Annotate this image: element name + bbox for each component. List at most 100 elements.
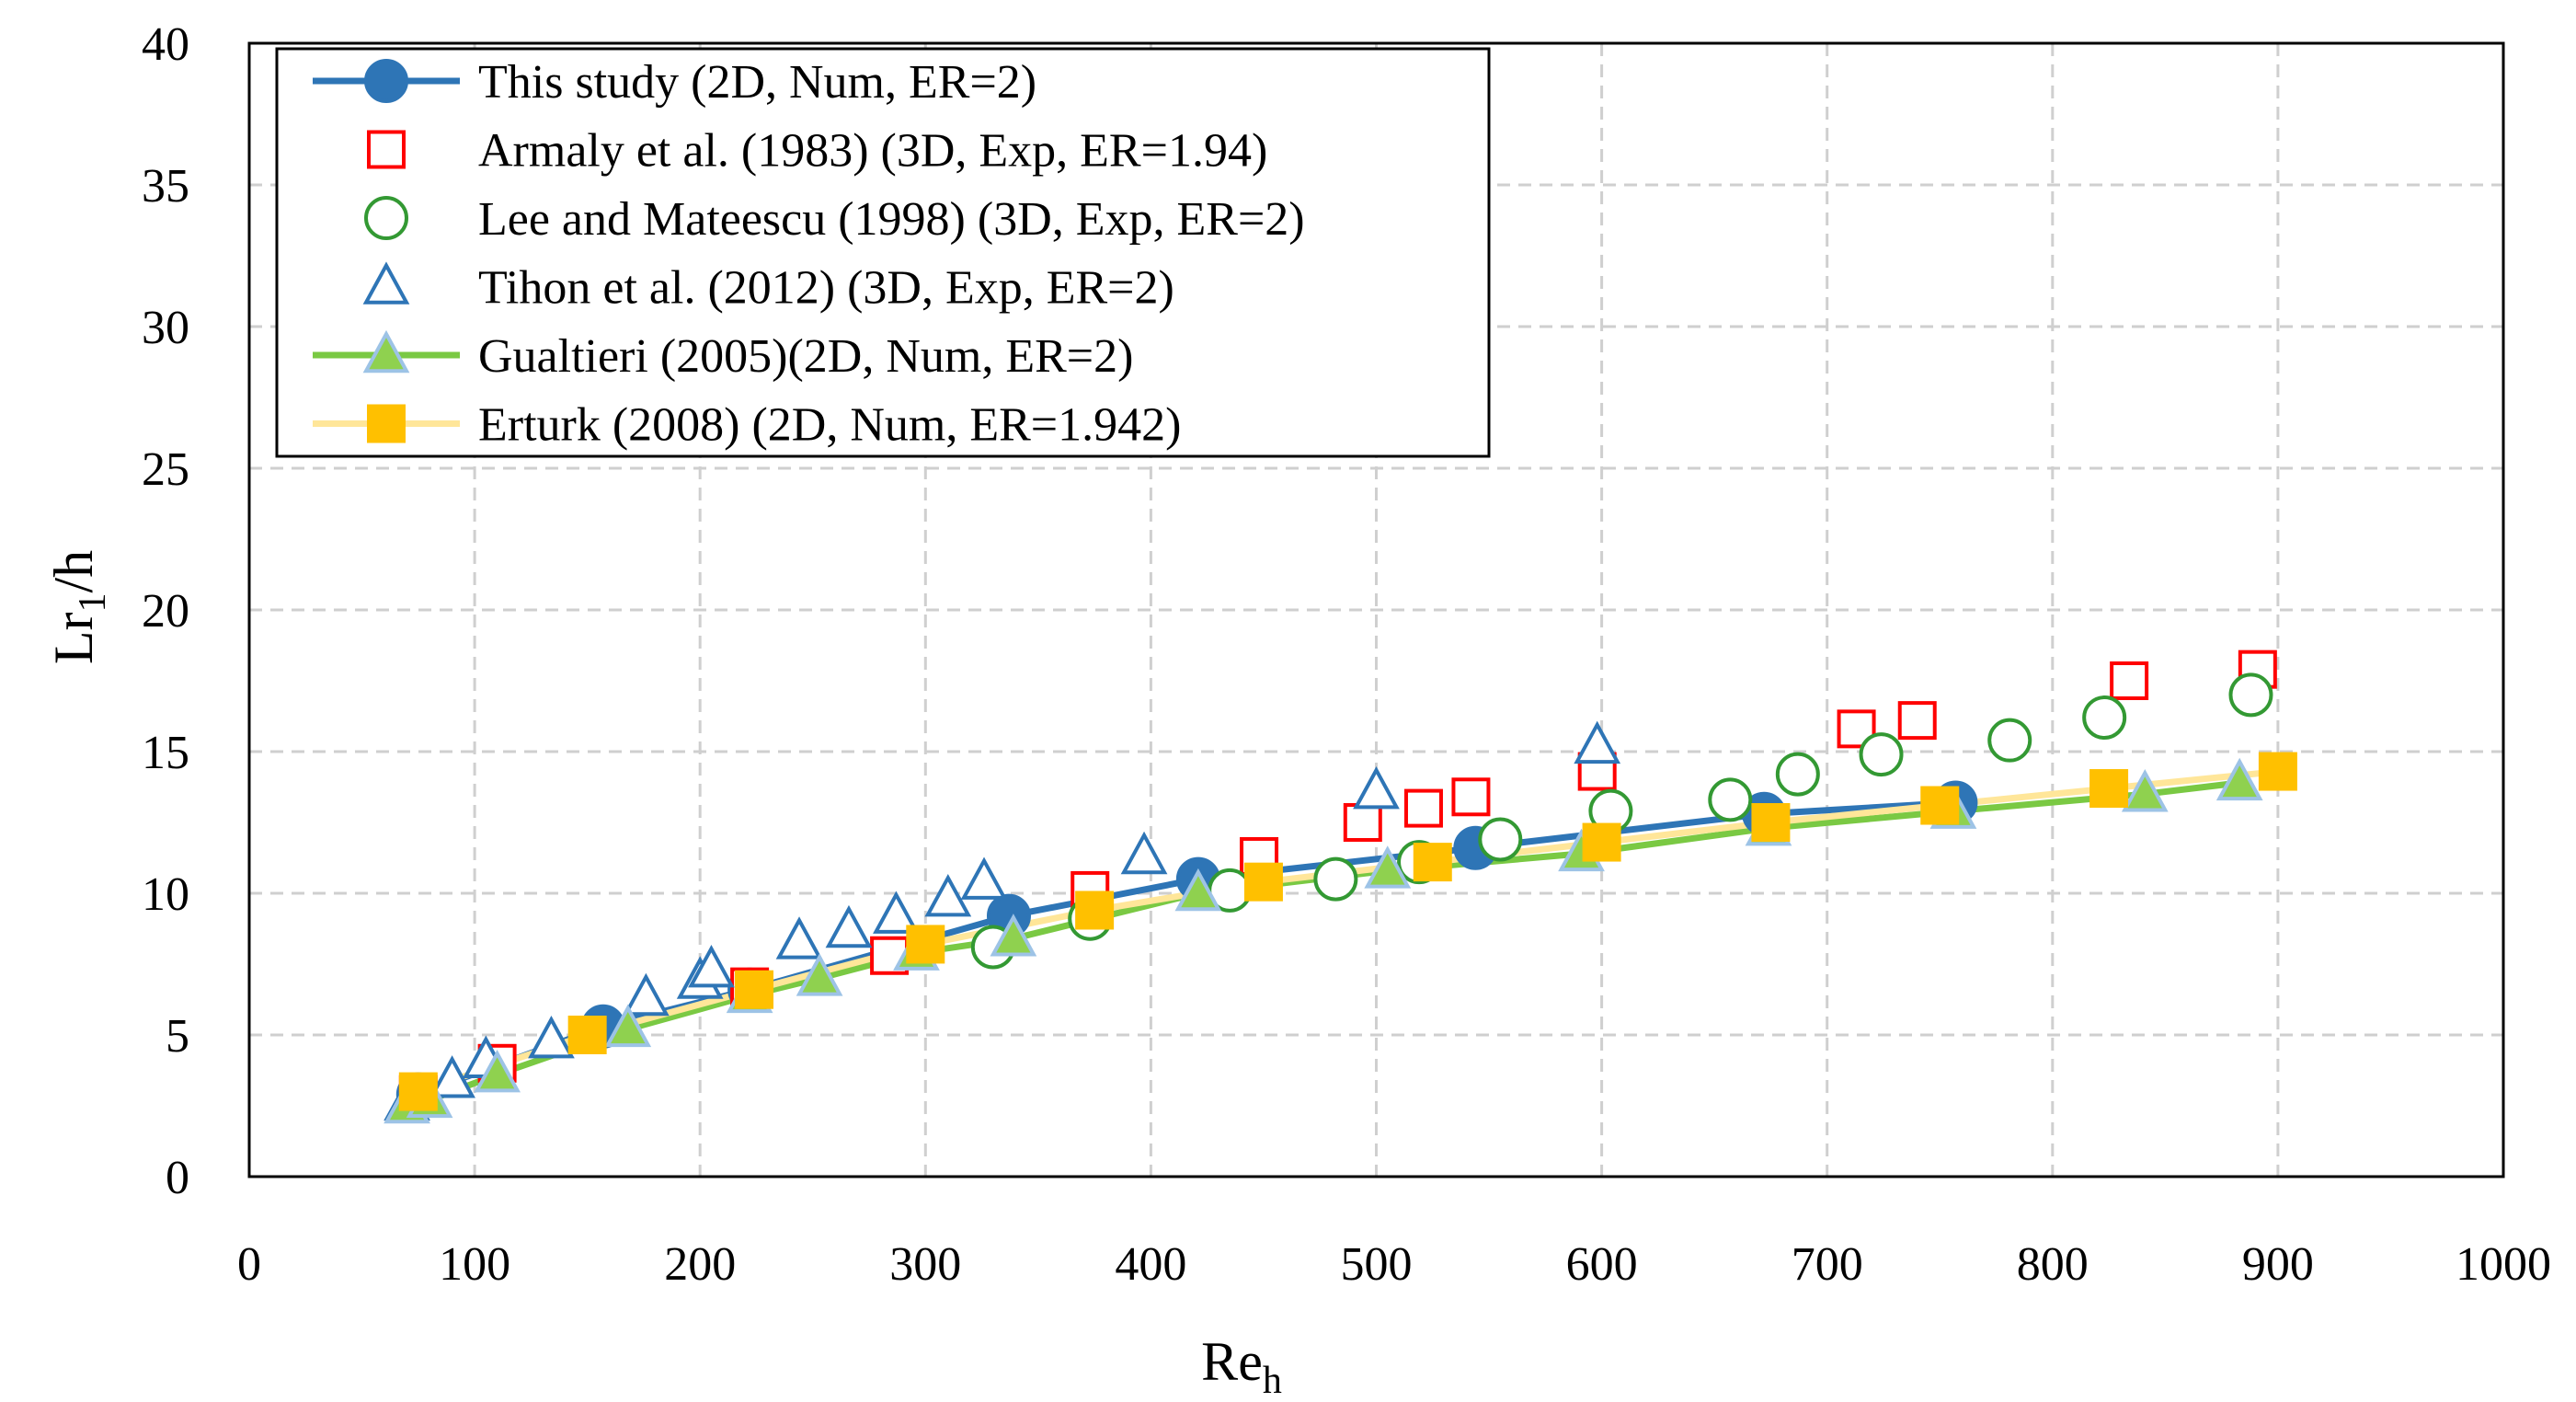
legend: This study (2D, Num, ER=2) Armaly et al. …: [275, 47, 1491, 458]
y-tick-label: 10: [142, 868, 189, 921]
y-tick-label: 0: [166, 1152, 189, 1204]
x-tick-label: 700: [1792, 1238, 1863, 1291]
series-3-point: [623, 972, 670, 1017]
series-5-point: [735, 970, 774, 1009]
series-5-point: [2258, 752, 2297, 791]
series-5-point: [398, 1072, 438, 1111]
x-tick-label: 1000: [2456, 1238, 2551, 1291]
y-tick-label: 5: [166, 1010, 189, 1063]
series-5-point: [906, 925, 945, 964]
legend-label-3: Tihon et al. (2012) (3D, Exp, ER=2): [478, 262, 1174, 315]
series-3-point: [825, 904, 873, 948]
series-1-point: [1451, 777, 1491, 817]
legend-marker-4: [362, 329, 410, 373]
series-3-point: [1574, 720, 1621, 764]
series-3-point: [429, 1055, 475, 1098]
plot-area-border: [247, 41, 2505, 1178]
series-2-point: [1313, 856, 1358, 902]
x-tick-label: 0: [237, 1238, 261, 1291]
series-4-line: [404, 779, 2243, 1109]
series-2-point: [1708, 777, 1753, 822]
legend-label-1: Armaly et al. (1983) (3D, Exp, ER=1.94): [478, 125, 1267, 178]
legend-entry-0: This study (2D, Num, ER=2): [313, 56, 1036, 109]
legend-marker-1: [367, 130, 406, 169]
series-5-point: [1413, 843, 1452, 882]
x-tick-label: 200: [664, 1238, 736, 1291]
series-5-point: [1751, 803, 1791, 842]
series-1-point: [1897, 701, 1937, 741]
legend-marker-3: [362, 261, 410, 305]
series-3-point: [688, 944, 735, 988]
series-5-points: [398, 752, 2297, 1111]
legend-label-2: Lee and Mateescu (1998) (3D, Exp, ER=2): [478, 193, 1305, 246]
series-2-point: [1775, 752, 1820, 797]
series-3-point: [1120, 831, 1168, 875]
series-4-point: [2215, 757, 2263, 801]
y-tick-label: 25: [142, 443, 189, 496]
x-tick-label: 500: [1341, 1238, 1413, 1291]
legend-entry-5: Erturk (2008) (2D, Num, ER=1.942): [313, 399, 1181, 452]
series-2-point: [2082, 695, 2127, 741]
series-4-point: [474, 1049, 521, 1093]
x-axis-ticks: 0 100 200 300 400 500 600 700 800 900 1000: [237, 1238, 2551, 1291]
series-points: [384, 649, 2297, 1124]
x-tick-label: 800: [2017, 1238, 2089, 1291]
legend-label-5: Erturk (2008) (2D, Num, ER=1.942): [478, 399, 1181, 452]
y-axis-ticks: 0 5 10 15 20 25 30 35 40: [142, 18, 189, 1204]
series-5-point: [1243, 862, 1283, 902]
series-0-line: [415, 799, 1959, 1098]
series-5-point: [2089, 769, 2129, 809]
series-1-point: [2110, 661, 2149, 700]
series-4-point: [1174, 868, 1222, 912]
series-4-points: [384, 757, 2263, 1124]
legend-entry-2: Lee and Mateescu (1998) (3D, Exp, ER=2): [364, 193, 1305, 246]
y-axis-title-sub: 1: [72, 593, 114, 613]
series-4-point: [796, 953, 843, 996]
legend-label-4: Gualtieri (2005)(2D, Num, ER=2): [478, 330, 1133, 383]
legend-marker-5: [367, 404, 406, 443]
legend-label-0: This study (2D, Num, ER=2): [478, 56, 1036, 109]
y-tick-label: 40: [142, 18, 189, 71]
series-2-point: [1987, 718, 2032, 763]
series-4-point: [990, 914, 1037, 957]
series-3-point: [873, 891, 920, 934]
x-axis-title-main: Re: [1201, 1331, 1263, 1392]
y-axis-title-main: Lr: [43, 613, 104, 665]
series-4-point: [1364, 845, 1412, 889]
series-3-point: [775, 916, 823, 960]
series-3-point: [1353, 765, 1400, 810]
y-tick-label: 30: [142, 302, 189, 354]
x-tick-label: 100: [439, 1238, 510, 1291]
series-3-point: [960, 856, 1008, 900]
y-axis-title-suffix: /h: [43, 550, 104, 593]
series-5-point: [1582, 822, 1621, 862]
series-2-point: [1478, 817, 1523, 862]
series-2-point: [2228, 672, 2273, 718]
legend-entry-4: Gualtieri (2005)(2D, Num, ER=2): [313, 329, 1133, 383]
x-tick-label: 300: [889, 1238, 961, 1291]
y-tick-label: 35: [142, 160, 189, 213]
x-axis-title: Reh: [1201, 1331, 1282, 1402]
series-2-point: [1859, 732, 1904, 777]
series-2-points: [970, 672, 2273, 970]
legend-marker-2: [364, 196, 408, 240]
series-3-point: [528, 1015, 575, 1059]
y-tick-label: 20: [142, 585, 189, 638]
legend-entry-1: Armaly et al. (1983) (3D, Exp, ER=1.94): [367, 125, 1267, 178]
series-lines: [404, 768, 2282, 1109]
y-tick-label: 15: [142, 727, 189, 779]
series-5-point: [1920, 786, 1960, 825]
series-4-point: [2121, 769, 2169, 812]
legend-marker-0: [364, 59, 408, 103]
series-1-point: [1343, 803, 1382, 842]
y-axis-title: Lr1/h: [43, 550, 114, 664]
series-5-point: [1075, 891, 1115, 930]
series-5-point: [567, 1016, 607, 1054]
x-tick-label: 600: [1566, 1238, 1638, 1291]
series-1-point: [1403, 788, 1443, 828]
x-axis-title-sub: h: [1263, 1360, 1282, 1402]
x-tick-label: 400: [1115, 1238, 1186, 1291]
legend-entry-3: Tihon et al. (2012) (3D, Exp, ER=2): [362, 261, 1174, 315]
legend-box: [275, 47, 1491, 458]
